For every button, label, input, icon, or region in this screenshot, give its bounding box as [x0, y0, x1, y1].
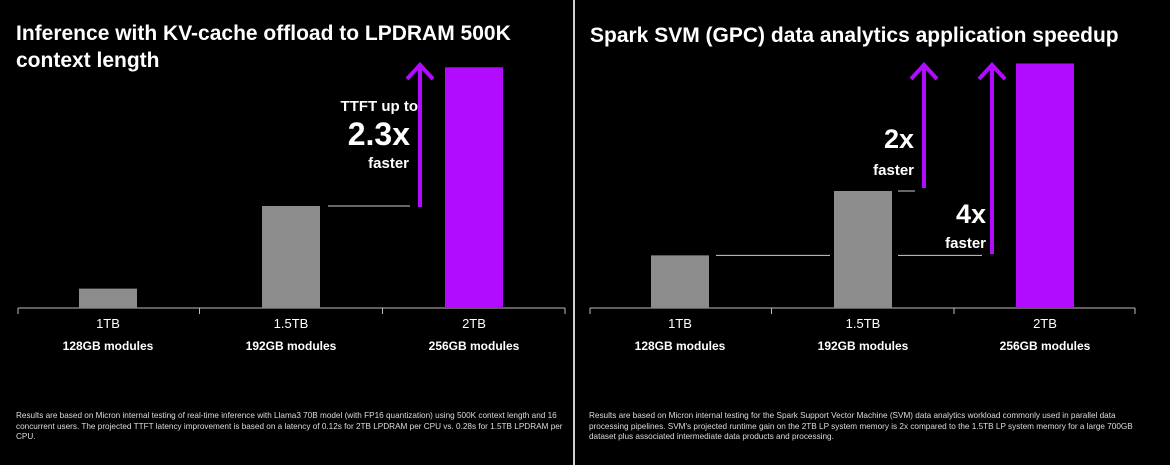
bar-2TB — [445, 67, 503, 308]
annotation-2x-value: 2x — [883, 124, 914, 154]
footnote-right: Results are based on Micron internal tes… — [589, 411, 1133, 441]
category-label: 1.5TB — [274, 316, 309, 331]
category-label: 1TB — [96, 316, 120, 331]
speedup-arrow-head-icon — [909, 62, 939, 81]
category-sublabel: 256GB modules — [429, 339, 520, 353]
category-sublabel: 192GB modules — [246, 339, 337, 353]
speedup-arrow-head-icon — [977, 62, 1007, 81]
category-sublabel: 256GB modules — [1000, 339, 1091, 353]
bar-1.5TB — [834, 191, 892, 308]
footnote-left: Results are based on Micron internal tes… — [16, 411, 563, 441]
chart-title-right: Spark SVM (GPC) data analytics applicati… — [590, 24, 1119, 47]
chart-title-left: Inference with KV-cache offload to LPDRA… — [16, 22, 511, 72]
bar-1.5TB — [262, 206, 320, 308]
bar-2TB — [1016, 63, 1074, 308]
category-label: 1TB — [668, 316, 692, 331]
panel-divider — [573, 0, 575, 465]
annotation-left-value: 2.3x — [347, 116, 410, 152]
category-sublabel: 128GB modules — [63, 339, 154, 353]
category-label: 2TB — [1033, 316, 1057, 331]
annotation-left-line2: faster — [368, 155, 409, 172]
bar-1TB — [79, 288, 137, 308]
category-label: 2TB — [462, 316, 486, 331]
annotation-4x-value: 4x — [955, 199, 986, 229]
category-label: 1.5TB — [846, 316, 881, 331]
speedup-arrow-head-icon — [405, 62, 435, 81]
category-sublabel: 192GB modules — [818, 339, 909, 353]
annotation-2x-line2: faster — [873, 162, 914, 179]
category-sublabel: 128GB modules — [635, 339, 726, 353]
bar-1TB — [651, 255, 709, 308]
annotation-4x-line2: faster — [945, 235, 986, 252]
annotation-left-line1: TTFT up to — [340, 98, 418, 115]
